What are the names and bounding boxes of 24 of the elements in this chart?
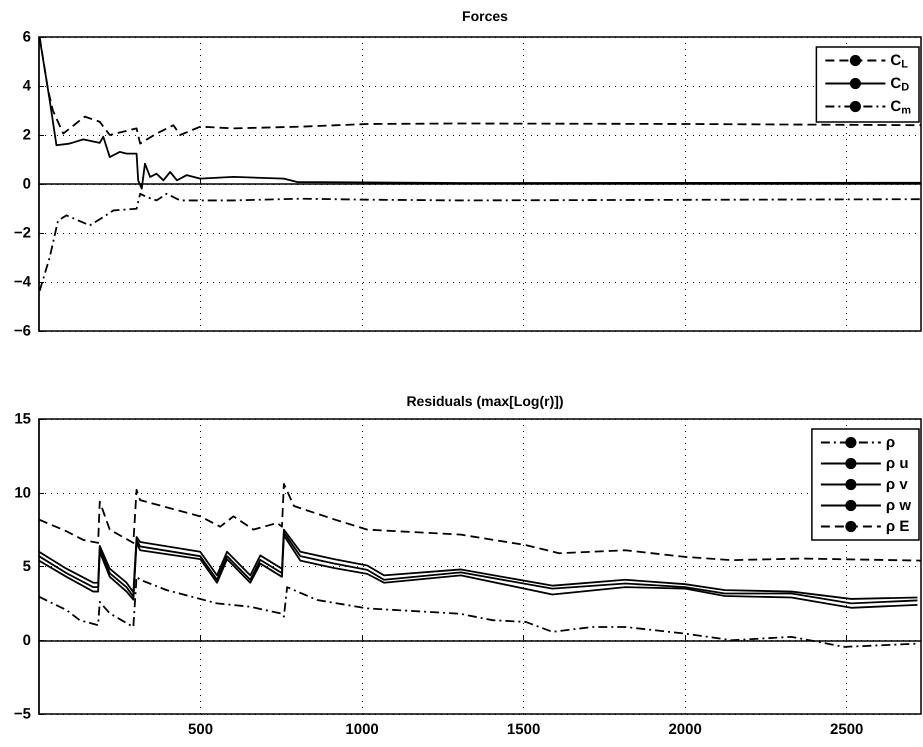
y-tick-label: 0	[22, 176, 31, 192]
y-tick-label: 6	[22, 28, 31, 46]
y-tick-label: 2	[22, 126, 31, 144]
y-tick-label: 15	[14, 410, 31, 428]
y-tick-label: 5	[22, 558, 31, 575]
y-tick-label: 0	[22, 632, 31, 649]
y-tick-label: −2	[14, 224, 31, 242]
legend-label: ρ	[886, 434, 896, 451]
x-tick-label: 500	[188, 721, 214, 738]
x-tick-label: 1500	[506, 721, 540, 738]
y-tick-label: 10	[14, 484, 31, 502]
legend-label: ρ E	[886, 518, 910, 535]
chart-title: Forces	[462, 8, 508, 24]
legend-label: ρ u	[886, 455, 909, 472]
x-tick-label: 1000	[345, 721, 379, 738]
legend-label: ρ v	[886, 476, 908, 493]
x-tick-label: 2000	[668, 721, 702, 738]
y-tick-label: −5	[14, 706, 31, 722]
y-tick-label: 4	[22, 78, 32, 94]
chart-title: Residuals (max[Log(r)])	[406, 393, 564, 409]
y-tick-label: −4	[14, 274, 32, 290]
legend-label: ρ w	[886, 497, 912, 514]
x-tick-label: 2500	[830, 721, 864, 738]
y-tick-label: −6	[14, 322, 31, 340]
